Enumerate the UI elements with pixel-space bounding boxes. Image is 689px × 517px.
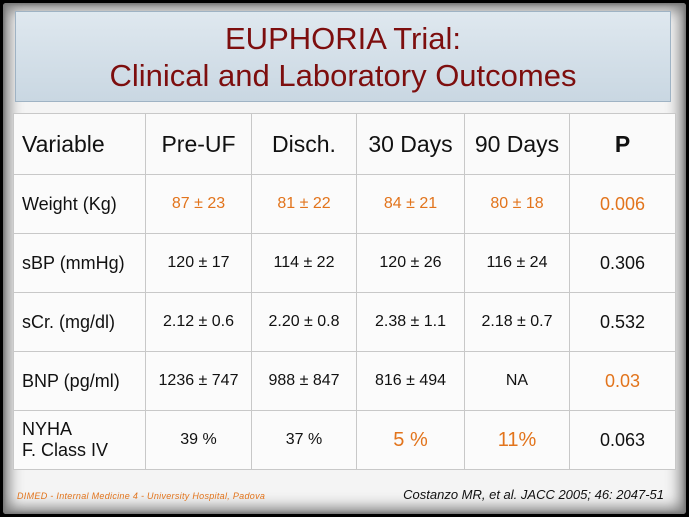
slide: EUPHORIA Trial: Clinical and Laboratory … (3, 3, 686, 514)
cell-90-days: 2.18 ± 0.7 (464, 292, 570, 352)
cell-discharge: 81 ± 22 (251, 174, 357, 234)
cell-discharge: 114 ± 22 (251, 233, 357, 293)
table-row: BNP (pg/ml) 1236 ± 747 988 ± 847 816 ± 4… (13, 351, 676, 411)
table-row: Weight (Kg) 87 ± 23 81 ± 22 84 ± 21 80 ±… (13, 174, 676, 234)
row-variable: BNP (pg/ml) (13, 351, 146, 411)
header-variable: Variable (13, 113, 146, 175)
cell-90-days: 116 ± 24 (464, 233, 570, 293)
row-variable-line-2: F. Class IV (22, 440, 109, 460)
cell-30-days: 2.38 ± 1.1 (356, 292, 465, 352)
title-box: EUPHORIA Trial: Clinical and Laboratory … (15, 11, 671, 102)
cell-discharge: 37 % (251, 410, 357, 470)
cell-90-days: 80 ± 18 (464, 174, 570, 234)
cell-30-days: 5 % (356, 410, 465, 470)
table-row: NYHA F. Class IV 39 % 37 % 5 % 11% 0.063 (13, 410, 676, 470)
cell-pre-uf: 120 ± 17 (145, 233, 252, 293)
cell-90-days: 11% (464, 410, 570, 470)
cell-30-days: 120 ± 26 (356, 233, 465, 293)
cell-p-value: 0.03 (569, 351, 676, 411)
row-variable-line-1: NYHA (22, 419, 73, 439)
footer-citation: Costanzo MR, et al. JACC 2005; 46: 2047-… (403, 487, 664, 502)
cell-30-days: 816 ± 494 (356, 351, 465, 411)
cell-30-days: 84 ± 21 (356, 174, 465, 234)
cell-p-value: 0.532 (569, 292, 676, 352)
header-90-days: 90 Days (464, 113, 570, 175)
row-variable: NYHA F. Class IV (13, 410, 146, 470)
cell-pre-uf: 1236 ± 747 (145, 351, 252, 411)
table-header-row: Variable Pre-UF Disch. 30 Days 90 Days P (13, 113, 676, 175)
row-variable: Weight (Kg) (13, 174, 146, 234)
header-pre-uf: Pre-UF (145, 113, 252, 175)
table-row: sCr. (mg/dl) 2.12 ± 0.6 2.20 ± 0.8 2.38 … (13, 292, 676, 352)
row-variable: sCr. (mg/dl) (13, 292, 146, 352)
footer-affiliation: DIMED - Internal Medicine 4 - University… (17, 491, 266, 501)
header-30-days: 30 Days (356, 113, 465, 175)
cell-90-days: NA (464, 351, 570, 411)
outcomes-table: Variable Pre-UF Disch. 30 Days 90 Days P… (13, 113, 676, 470)
header-discharge: Disch. (251, 113, 357, 175)
cell-pre-uf: 39 % (145, 410, 252, 470)
cell-p-value: 0.306 (569, 233, 676, 293)
cell-discharge: 2.20 ± 0.8 (251, 292, 357, 352)
cell-discharge: 988 ± 847 (251, 351, 357, 411)
cell-pre-uf: 2.12 ± 0.6 (145, 292, 252, 352)
slide-title-line-2: Clinical and Laboratory Outcomes (109, 58, 577, 93)
cell-p-value: 0.006 (569, 174, 676, 234)
cell-p-value: 0.063 (569, 410, 676, 470)
header-p: P (569, 113, 676, 175)
cell-pre-uf: 87 ± 23 (145, 174, 252, 234)
slide-title-line-1: EUPHORIA Trial: (225, 21, 461, 56)
table-row: sBP (mmHg) 120 ± 17 114 ± 22 120 ± 26 11… (13, 233, 676, 293)
row-variable: sBP (mmHg) (13, 233, 146, 293)
